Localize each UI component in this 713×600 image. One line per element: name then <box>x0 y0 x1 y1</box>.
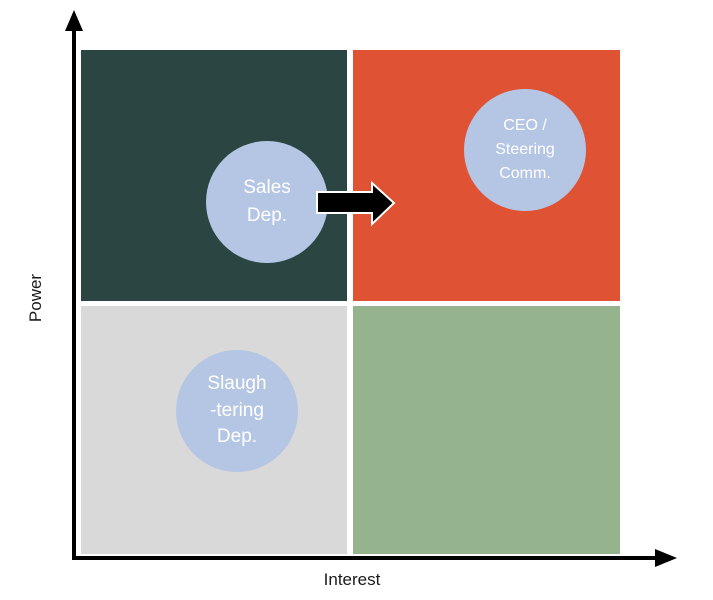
stakeholder-label-line: -tering <box>210 399 264 421</box>
x-axis-label: Interest <box>323 570 381 589</box>
y-axis-arrowhead-icon <box>65 10 83 31</box>
stakeholder-label-line: Comm. <box>499 165 551 182</box>
stakeholder-ceo-steering-comm: CEO / Steering Comm. <box>464 89 586 211</box>
stakeholder-label-line: Sales <box>243 177 291 199</box>
stakeholder-label-line: Steering <box>495 141 555 158</box>
stakeholder-sales-dep: Sales Dep. <box>206 141 328 263</box>
y-axis-label: Power <box>26 273 45 323</box>
x-axis-line <box>72 556 657 560</box>
quadrant-bottom-right <box>353 306 620 554</box>
y-axis-line <box>72 26 76 560</box>
stakeholder-label-line: Slaugh <box>207 373 267 395</box>
x-axis-arrowhead-icon <box>655 549 677 567</box>
stakeholder-label-line: Dep. <box>246 205 288 226</box>
stakeholder-label-line: CEO / <box>503 117 547 134</box>
stakeholder-label-line: Dep. <box>216 426 258 448</box>
stakeholder-slaughtering-dep: Slaugh -tering Dep. <box>176 350 298 472</box>
